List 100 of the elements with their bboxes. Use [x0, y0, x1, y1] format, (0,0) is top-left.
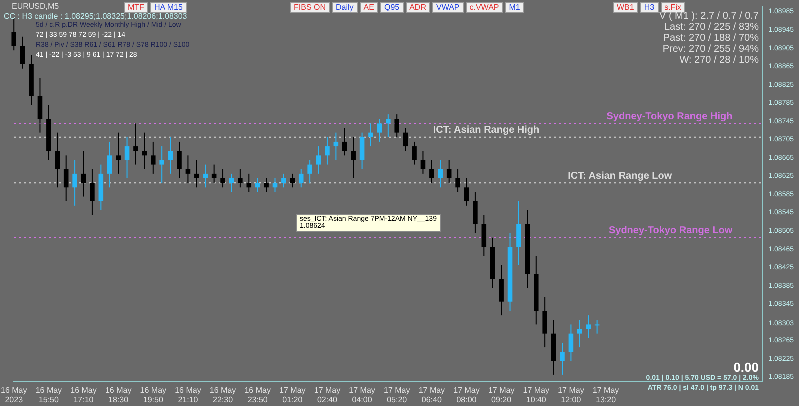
x-tick-label: 17 May 13:20 — [592, 386, 620, 404]
candlestick — [186, 155, 191, 184]
x-tick-label: 16 May 15:50 — [36, 386, 62, 404]
candlestick — [578, 320, 582, 348]
candlestick — [203, 164, 208, 188]
x-tick-label: 16 May 18:30 — [105, 386, 132, 404]
candlestick — [107, 141, 112, 188]
candlestick — [12, 18, 17, 52]
x-tick-label: 17 May 06:40 — [418, 386, 446, 404]
candlestick — [464, 178, 470, 206]
ref-line-label: Sydney-Tokyo Range Low — [608, 226, 733, 237]
annotation: Q95 — [380, 2, 404, 13]
annotation: ADR — [406, 2, 430, 13]
candlestick — [482, 214, 487, 257]
candlestick — [177, 141, 182, 180]
annotation: EURUSD,M5 — [12, 2, 60, 11]
candlestick — [394, 114, 400, 138]
annotation: VWAP — [432, 2, 464, 13]
x-tick-label: 17 May 09:20 — [488, 386, 515, 404]
x-tick-label: 16 May 21:10 — [175, 386, 202, 404]
candlestick — [142, 132, 148, 170]
candlestick — [168, 136, 174, 174]
annotation: Daily — [332, 2, 358, 13]
candlestick — [20, 36, 26, 70]
annotation: Prev: 270 / 255 / 94% — [662, 44, 759, 55]
x-tick-label: 17 May 02:40 — [314, 386, 341, 404]
candlestick — [116, 132, 121, 174]
annotation: AE — [360, 2, 378, 13]
candlestick — [298, 168, 304, 188]
x-tick-label: 17 May 12:00 — [558, 386, 584, 404]
annotation: Last: 270 / 225 / 83% — [664, 22, 759, 33]
candlestick — [316, 146, 322, 174]
x-tick-label: 17 May 10:40 — [523, 386, 550, 404]
candlestick — [72, 160, 78, 206]
candlestick — [542, 296, 548, 348]
annotation: Past: 270 / 188 / 70% — [663, 33, 759, 44]
candlestick — [220, 168, 226, 188]
candlestick — [430, 160, 434, 184]
candlestick — [194, 160, 200, 188]
x-tick-label: 16 May 2023 — [1, 386, 28, 404]
candlestick — [90, 168, 95, 216]
candlestick — [229, 173, 234, 193]
candlestick — [368, 123, 374, 148]
x-tick-label: 17 May 05:20 — [384, 386, 410, 404]
candlestick — [55, 132, 60, 188]
candlestick — [342, 128, 348, 156]
candlestick — [473, 192, 478, 234]
annotation: FIBS ON — [290, 2, 330, 13]
annotation: c.VWAP — [466, 2, 504, 13]
candlestick — [386, 114, 391, 138]
ref-line-label: Sydney-Tokyo Range High — [606, 111, 733, 122]
candlestick — [456, 168, 460, 193]
candlestick — [334, 132, 339, 161]
ref-line-label: ICT: Asian Range High — [433, 125, 540, 136]
x-tick-label: 17 May 01:20 — [280, 386, 306, 404]
candlestick — [308, 160, 312, 184]
candlestick — [420, 150, 426, 174]
candlestick — [568, 324, 574, 362]
candlestick — [560, 342, 565, 376]
candlestick — [81, 150, 86, 198]
candlestick — [160, 146, 164, 184]
candlestick — [150, 141, 156, 174]
candlestick — [246, 173, 252, 193]
annotation: H3 — [640, 2, 659, 13]
annotation: W: 270 / 28 / 10% — [680, 55, 759, 66]
annotation: V ( M1 ): 2.7 / 0.7 / 0.7 — [660, 11, 759, 22]
annotation: WB1 — [613, 2, 638, 13]
candlestick — [351, 136, 356, 180]
candlestick — [64, 155, 69, 202]
candlestick — [124, 136, 130, 180]
candlestick — [238, 168, 243, 188]
annotation: MTF — [124, 2, 148, 13]
annotation: HA M15 — [150, 2, 187, 13]
x-tick-label: 17 May 08:00 — [454, 386, 480, 404]
annotation: 0.00 — [734, 360, 759, 375]
candlestick — [272, 178, 278, 193]
candlestick — [377, 118, 382, 142]
annotation: s.Fix — [660, 2, 686, 13]
x-tick-label: 16 May 22:30 — [210, 386, 236, 404]
annotation: M1 — [505, 2, 524, 13]
ref-line-label: ICT: Asian Range Low — [568, 170, 672, 182]
candlestick — [264, 178, 269, 193]
candlestick — [438, 160, 444, 188]
candlestick — [446, 160, 452, 184]
candlestick — [38, 78, 43, 134]
candlestick — [360, 132, 365, 170]
candlestick — [594, 320, 600, 334]
candlestick — [516, 200, 522, 266]
candlestick — [586, 315, 591, 339]
candlestick — [134, 123, 138, 166]
candlestick — [403, 128, 408, 152]
x-tick-label: 16 May 23:50 — [244, 386, 271, 404]
candlestick — [282, 173, 286, 188]
x-tick-label: 17 May 04:00 — [349, 386, 376, 404]
candlestick — [255, 178, 260, 193]
annotation: CC : H3 candle : 1.08295;1.08325;1.08206;1.08303 — [4, 12, 188, 21]
x-tick-label: 16 May 17:10 — [70, 386, 97, 404]
candlestick — [499, 264, 504, 316]
candlestick — [290, 173, 296, 188]
x-tick-label: 16 May 19:50 — [140, 386, 167, 404]
